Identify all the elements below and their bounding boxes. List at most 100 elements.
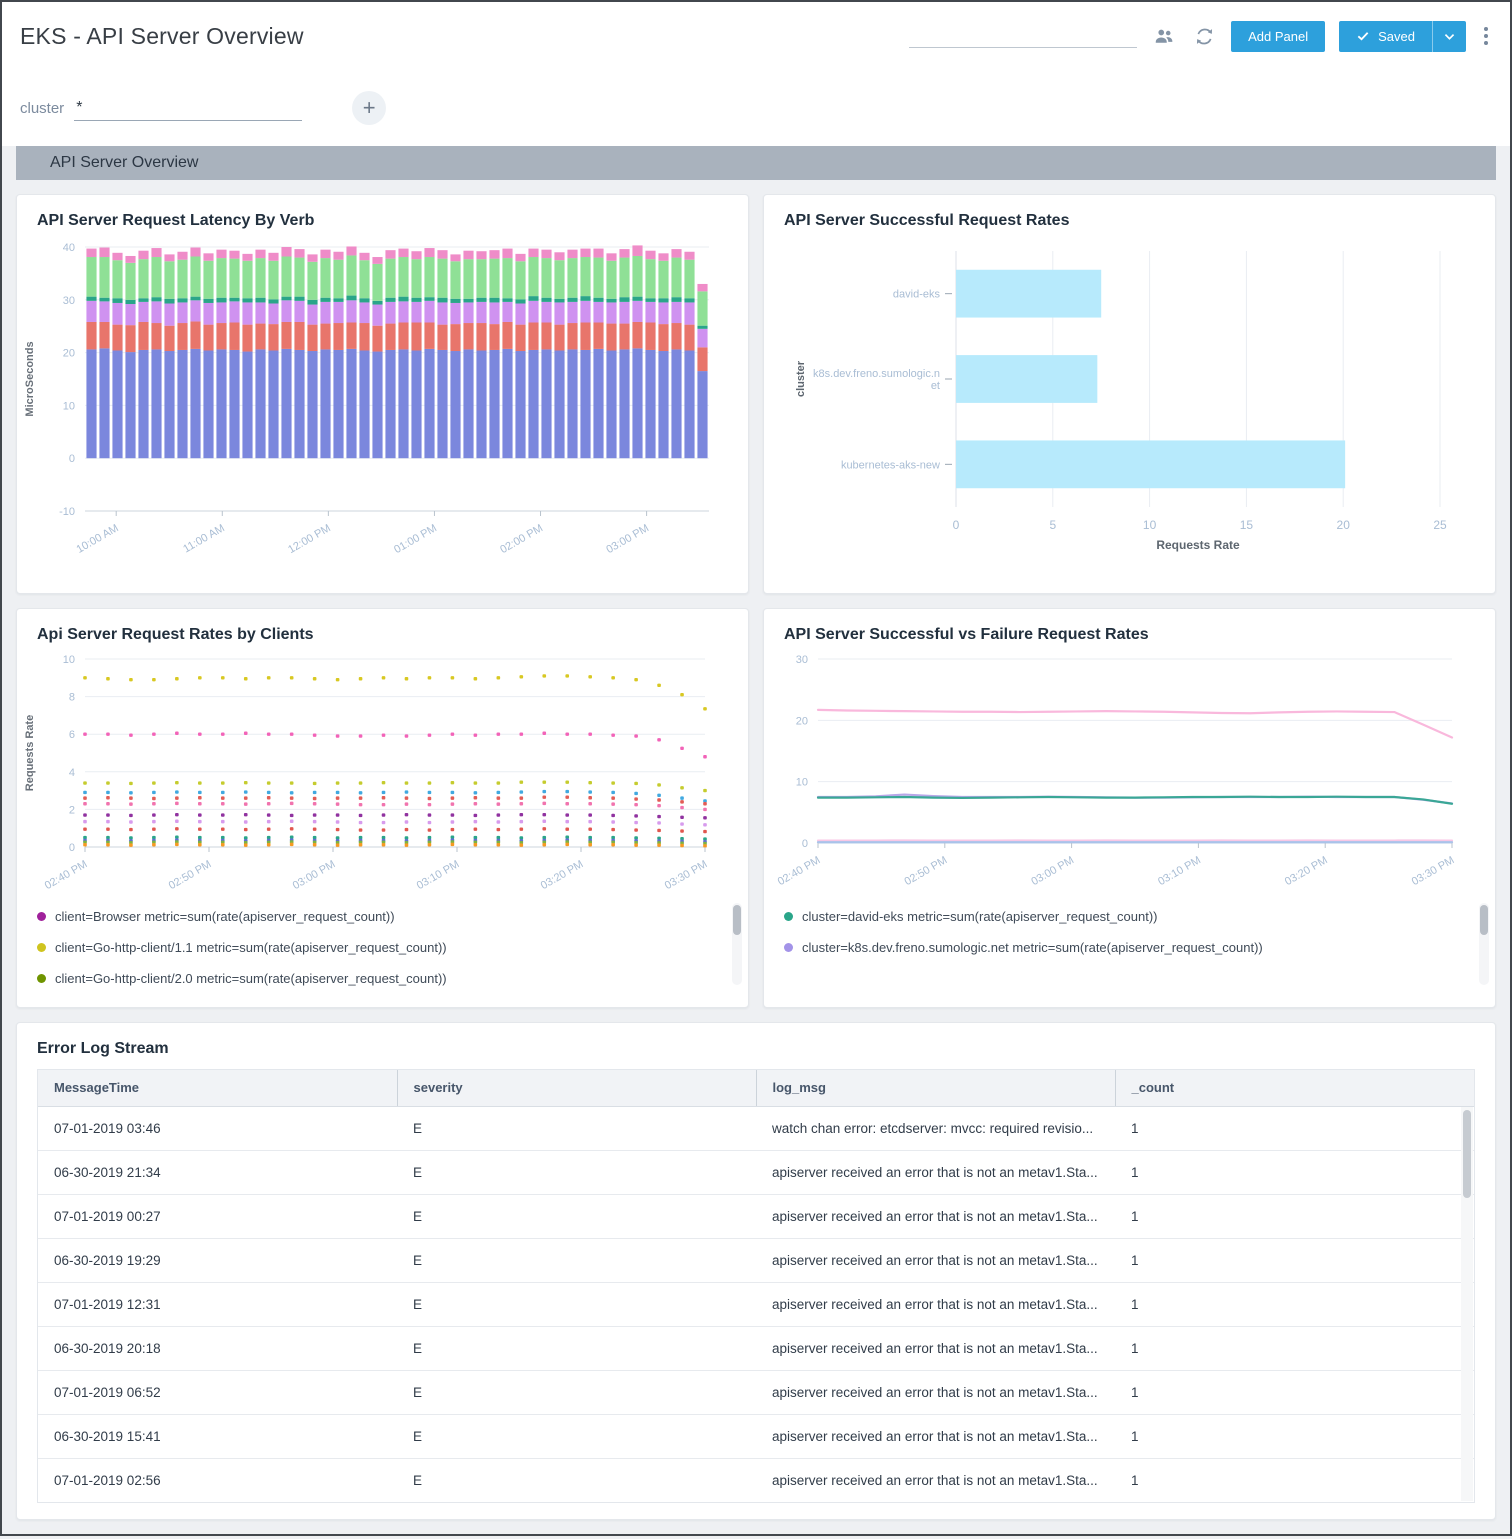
panel-title: API Server Successful Request Rates xyxy=(784,212,1070,229)
svg-text:01:00 PM: 01:00 PM xyxy=(392,522,439,556)
svg-text:-10: -10 xyxy=(59,506,75,518)
panel-title: API Server Request Latency By Verb xyxy=(37,212,315,229)
svg-text:david-eks: david-eks xyxy=(893,289,941,301)
svg-text:03:10 PM: 03:10 PM xyxy=(415,858,462,892)
svg-text:8: 8 xyxy=(69,692,75,704)
svg-text:cluster: cluster xyxy=(795,360,807,397)
svg-text:4: 4 xyxy=(69,767,75,779)
svg-text:0: 0 xyxy=(953,518,960,532)
success-rates-panel: API Server Successful Request Rates 0 5 10… xyxy=(763,194,1496,594)
check-icon xyxy=(1356,29,1370,43)
legend-item[interactable]: client=Browser metric=sum(rate(apiserver… xyxy=(37,901,728,932)
client-rates-legend: client=Browser metric=sum(rate(apiserver… xyxy=(17,899,748,991)
column-header-messagetime[interactable]: MessageTime xyxy=(38,1070,397,1107)
svg-text:03:10 PM: 03:10 PM xyxy=(1156,854,1203,888)
refresh-icon xyxy=(1194,26,1215,47)
success-failure-legend: cluster=david-eks metric=sum(rate(apiser… xyxy=(764,899,1495,991)
legend-item[interactable]: client=Go-http-client/2.0 metric=sum(rat… xyxy=(37,963,728,991)
svg-text:Requests Rate: Requests Rate xyxy=(1156,538,1240,552)
section-header[interactable]: API Server Overview xyxy=(16,146,1496,180)
legend-label: cluster=david-eks metric=sum(rate(apiser… xyxy=(802,909,1158,924)
svg-text:02:50 PM: 02:50 PM xyxy=(167,858,214,892)
header: EKS - API Server Overview xyxy=(2,2,1510,70)
latency-panel: API Server Request Latency By Verb 40 30 2… xyxy=(16,194,749,594)
svg-text:03:00 PM: 03:00 PM xyxy=(291,858,338,892)
success-failure-chart[interactable]: 30 20 10 0 02:40 PM 02:50 PM 03:00 PM 03:10 PM 0… xyxy=(764,649,1470,899)
panel-title: API Server Successful vs Failure Request… xyxy=(784,626,1149,643)
more-options-button[interactable] xyxy=(1480,23,1492,49)
column-header-count[interactable]: _count xyxy=(1114,1070,1474,1107)
save-options-button[interactable] xyxy=(1432,20,1466,52)
svg-text:10: 10 xyxy=(63,654,75,666)
legend-scrollbar xyxy=(732,903,742,985)
svg-text:10:00 AM: 10:00 AM xyxy=(74,522,120,556)
share-users-button[interactable] xyxy=(1151,23,1177,49)
svg-text:11:00 AM: 11:00 AM xyxy=(181,522,227,555)
column-header-severity[interactable]: severity xyxy=(396,1070,756,1107)
series-dot xyxy=(784,912,793,921)
legend-label: client=Go-http-client/1.1 metric=sum(rat… xyxy=(55,940,447,955)
svg-text:12:00 PM: 12:00 PM xyxy=(286,522,333,556)
header-search-input[interactable] xyxy=(909,24,1138,48)
svg-text:03:00 PM: 03:00 PM xyxy=(604,522,651,556)
series-dot xyxy=(784,943,793,952)
error-log-table: MessageTime severity log_msg _count 07-0… xyxy=(37,1069,1475,1503)
svg-text:30: 30 xyxy=(63,295,75,307)
panel-title: Error Log Stream xyxy=(37,1040,169,1057)
svg-text:kubernetes-aks-new: kubernetes-aks-new xyxy=(841,459,940,471)
svg-text:02:40 PM: 02:40 PM xyxy=(776,854,823,888)
svg-text:Requests Rate: Requests Rate xyxy=(24,715,36,791)
svg-text:03:30 PM: 03:30 PM xyxy=(1410,854,1457,888)
table-scroll-thumb[interactable] xyxy=(1463,1110,1471,1198)
client-rates-chart[interactable]: 10 8 6 4 2 0 02:40 PM 02:50 PM 03:00 PM 03:10 PM 0… xyxy=(17,649,723,899)
table-header-row: MessageTime severity log_msg _count xyxy=(38,1070,1474,1107)
panel-grid: API Server Request Latency By Verb 40 30 2… xyxy=(16,194,1496,1008)
series-dot xyxy=(37,912,46,921)
svg-text:0: 0 xyxy=(69,842,75,854)
saved-label: Saved xyxy=(1378,28,1415,44)
legend-label: client=Go-http-client/2.0 metric=sum(rat… xyxy=(55,971,447,986)
success-rates-chart[interactable]: 0 5 10 15 20 25 david-eks k8s.dev.freno.sumolog… xyxy=(764,235,1470,573)
legend-scrollbar xyxy=(1479,903,1489,985)
svg-text:02:50 PM: 02:50 PM xyxy=(903,854,950,888)
legend-scroll-thumb[interactable] xyxy=(733,905,741,935)
client-rates-panel: Api Server Request Rates by Clients 10 8 6… xyxy=(16,608,749,1008)
latency-chart[interactable]: 40 30 20 10 0 -10 10:00 AM 11:00 AM 12:00 PM 01:0… xyxy=(17,235,723,573)
svg-text:20: 20 xyxy=(63,348,75,360)
svg-text:02:40 PM: 02:40 PM xyxy=(43,858,90,892)
add-filter-button[interactable]: + xyxy=(352,91,387,125)
svg-text:et: et xyxy=(931,380,940,392)
add-panel-label: Add Panel xyxy=(1248,28,1309,44)
svg-text:10: 10 xyxy=(63,400,75,412)
svg-text:40: 40 xyxy=(63,242,75,254)
legend-scroll-thumb[interactable] xyxy=(1480,905,1488,935)
refresh-button[interactable] xyxy=(1191,23,1217,49)
svg-text:5: 5 xyxy=(1049,518,1056,532)
svg-text:25: 25 xyxy=(1433,518,1447,532)
svg-text:10: 10 xyxy=(1143,518,1157,532)
column-header-logmsg[interactable]: log_msg xyxy=(755,1070,1115,1107)
add-panel-button[interactable]: Add Panel xyxy=(1231,20,1326,52)
saved-button[interactable]: Saved xyxy=(1339,20,1432,52)
svg-text:03:20 PM: 03:20 PM xyxy=(539,858,586,892)
chevron-down-icon xyxy=(1442,29,1457,44)
legend-item[interactable]: cluster=david-eks metric=sum(rate(apiser… xyxy=(784,901,1475,932)
svg-text:k8s.dev.freno.sumologic.n: k8s.dev.freno.sumologic.n xyxy=(813,368,940,380)
cluster-filter-input[interactable] xyxy=(74,95,303,121)
error-log-panel: Error Log Stream MessageTime severity lo… xyxy=(16,1022,1496,1520)
legend-item[interactable]: cluster=k8s.dev.freno.sumologic.net metr… xyxy=(784,932,1475,963)
header-controls: Add Panel Saved xyxy=(909,20,1492,52)
legend-item[interactable]: client=Go-http-client/1.1 metric=sum(rat… xyxy=(37,932,728,963)
cluster-filter-label: cluster xyxy=(20,99,65,117)
svg-text:30: 30 xyxy=(796,654,808,666)
